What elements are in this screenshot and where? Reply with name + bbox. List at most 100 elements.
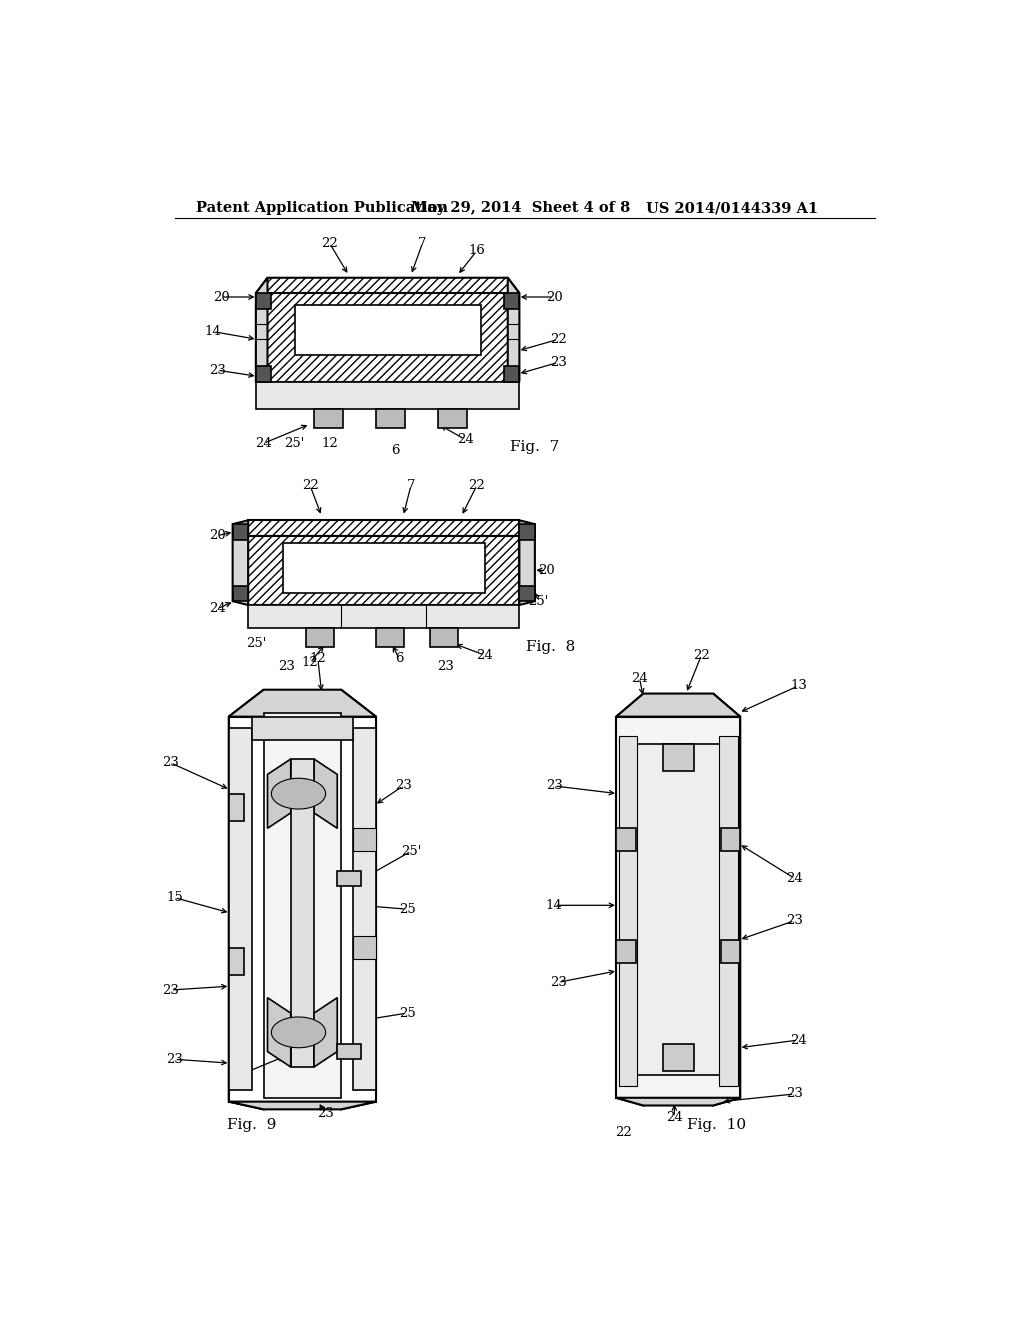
Polygon shape bbox=[341, 689, 376, 1109]
Polygon shape bbox=[228, 717, 376, 1102]
Polygon shape bbox=[352, 936, 376, 960]
Text: 22: 22 bbox=[302, 479, 318, 492]
Text: Fig.  10: Fig. 10 bbox=[687, 1118, 746, 1131]
Polygon shape bbox=[256, 293, 519, 381]
Text: 24: 24 bbox=[255, 437, 272, 450]
Text: 6: 6 bbox=[395, 652, 403, 665]
Text: 23: 23 bbox=[437, 660, 455, 673]
Text: 24: 24 bbox=[631, 672, 648, 685]
Polygon shape bbox=[267, 998, 291, 1067]
Text: 25: 25 bbox=[398, 903, 416, 916]
Text: Fig.  8: Fig. 8 bbox=[525, 640, 575, 655]
Text: 23: 23 bbox=[786, 1088, 803, 1101]
Polygon shape bbox=[248, 536, 519, 605]
Polygon shape bbox=[295, 305, 480, 355]
Polygon shape bbox=[256, 277, 267, 381]
Polygon shape bbox=[616, 693, 740, 717]
Text: 20: 20 bbox=[209, 529, 225, 543]
Text: 25': 25' bbox=[230, 1068, 251, 1081]
Text: May 29, 2014  Sheet 4 of 8: May 29, 2014 Sheet 4 of 8 bbox=[411, 202, 630, 215]
Polygon shape bbox=[228, 793, 245, 821]
Text: 16: 16 bbox=[468, 244, 485, 257]
Text: 20: 20 bbox=[546, 290, 562, 304]
Polygon shape bbox=[228, 689, 376, 717]
Text: 13: 13 bbox=[790, 680, 807, 693]
Polygon shape bbox=[228, 948, 245, 974]
Text: 24: 24 bbox=[209, 602, 225, 615]
Polygon shape bbox=[314, 409, 343, 428]
Polygon shape bbox=[228, 689, 263, 1109]
Polygon shape bbox=[616, 693, 643, 1106]
Polygon shape bbox=[438, 409, 467, 428]
Polygon shape bbox=[337, 871, 360, 886]
Polygon shape bbox=[271, 779, 326, 809]
Polygon shape bbox=[504, 293, 519, 309]
Text: 24: 24 bbox=[476, 648, 493, 661]
Text: Fig.  7: Fig. 7 bbox=[510, 440, 559, 454]
Text: 25': 25' bbox=[528, 594, 549, 607]
Text: 7: 7 bbox=[418, 236, 427, 249]
Text: 24: 24 bbox=[457, 433, 473, 446]
Polygon shape bbox=[376, 628, 403, 647]
Text: 22: 22 bbox=[615, 1126, 633, 1139]
Polygon shape bbox=[228, 1102, 376, 1109]
Text: 14: 14 bbox=[546, 899, 562, 912]
Text: 12: 12 bbox=[302, 656, 318, 669]
Polygon shape bbox=[232, 520, 248, 605]
Text: US 2014/0144339 A1: US 2014/0144339 A1 bbox=[646, 202, 818, 215]
Polygon shape bbox=[616, 829, 636, 851]
Text: 22: 22 bbox=[550, 333, 566, 346]
Text: 25': 25' bbox=[246, 638, 266, 649]
Polygon shape bbox=[306, 628, 334, 647]
Polygon shape bbox=[376, 409, 406, 428]
Text: 25: 25 bbox=[398, 1007, 416, 1019]
Text: 23: 23 bbox=[317, 1106, 334, 1119]
Polygon shape bbox=[252, 717, 352, 739]
Polygon shape bbox=[721, 829, 740, 851]
Polygon shape bbox=[508, 277, 519, 381]
Text: 23: 23 bbox=[546, 779, 562, 792]
Polygon shape bbox=[256, 277, 519, 293]
Polygon shape bbox=[232, 524, 248, 540]
Text: Fig.  9: Fig. 9 bbox=[227, 1118, 276, 1131]
Polygon shape bbox=[663, 1044, 693, 1071]
Polygon shape bbox=[248, 520, 519, 536]
Text: 23: 23 bbox=[550, 356, 566, 370]
Text: 25': 25' bbox=[285, 437, 305, 450]
Polygon shape bbox=[232, 586, 248, 601]
Text: 24: 24 bbox=[666, 1110, 683, 1123]
Text: 20: 20 bbox=[539, 564, 555, 577]
Polygon shape bbox=[616, 940, 636, 964]
Text: 23: 23 bbox=[162, 983, 179, 997]
Text: 7: 7 bbox=[407, 479, 415, 492]
Polygon shape bbox=[314, 759, 337, 829]
Polygon shape bbox=[352, 729, 376, 1090]
Text: 23: 23 bbox=[550, 975, 566, 989]
Polygon shape bbox=[228, 729, 252, 1090]
Text: 15: 15 bbox=[166, 891, 183, 904]
Polygon shape bbox=[248, 605, 519, 628]
Polygon shape bbox=[337, 1044, 360, 1059]
Text: 14: 14 bbox=[205, 325, 221, 338]
Text: Patent Application Publication: Patent Application Publication bbox=[197, 202, 449, 215]
Polygon shape bbox=[256, 293, 271, 309]
Polygon shape bbox=[616, 717, 740, 1098]
Polygon shape bbox=[256, 367, 271, 381]
Polygon shape bbox=[519, 586, 535, 601]
Polygon shape bbox=[618, 737, 637, 1086]
Polygon shape bbox=[263, 713, 341, 1098]
Text: 23: 23 bbox=[166, 1053, 183, 1065]
Polygon shape bbox=[713, 693, 740, 1106]
Polygon shape bbox=[721, 940, 740, 964]
Text: 12: 12 bbox=[322, 437, 338, 450]
Text: 23: 23 bbox=[279, 660, 295, 673]
Text: 23: 23 bbox=[209, 363, 225, 376]
Text: 12: 12 bbox=[309, 652, 327, 665]
Polygon shape bbox=[283, 544, 484, 594]
Polygon shape bbox=[430, 628, 458, 647]
Text: 6: 6 bbox=[391, 445, 399, 458]
Text: 23: 23 bbox=[394, 779, 412, 792]
Text: 25': 25' bbox=[400, 845, 421, 858]
Text: 23: 23 bbox=[786, 915, 803, 927]
Polygon shape bbox=[271, 1016, 326, 1048]
